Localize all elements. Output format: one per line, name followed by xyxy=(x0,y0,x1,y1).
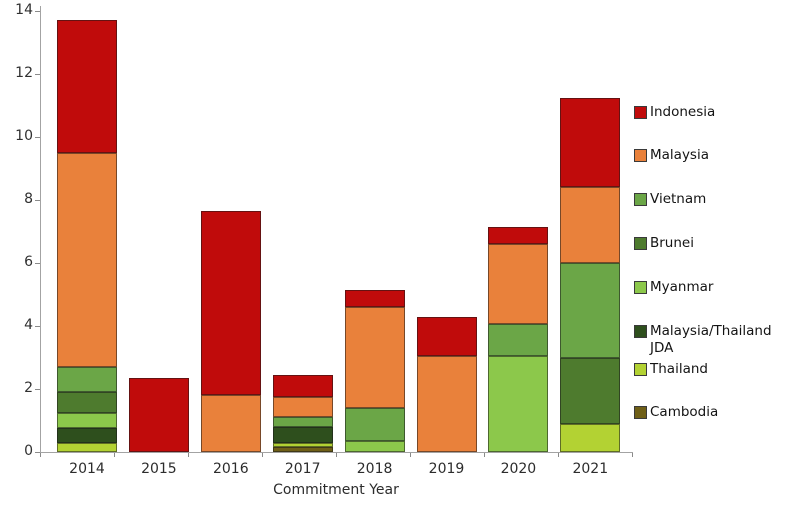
x-axis-tick xyxy=(484,453,485,457)
legend-item-malaysia: Malaysia xyxy=(634,147,800,164)
x-axis-category-label: 2017 xyxy=(284,461,321,477)
y-axis-tick xyxy=(35,200,40,201)
bar-segment-malaysia xyxy=(416,355,477,452)
x-axis-title: Commitment Year xyxy=(273,482,399,498)
legend-label: Vietnam xyxy=(650,191,707,207)
legend-label: Malaysia/Thailand JDA xyxy=(650,323,772,356)
bar-segment-malaysia xyxy=(272,396,333,418)
bar-segment-thailand xyxy=(272,442,333,448)
legend-label: Thailand xyxy=(650,361,708,377)
bar-segment-malaysia xyxy=(57,152,117,367)
bar-segment-indonesia xyxy=(488,226,549,245)
y-axis-line xyxy=(40,6,41,453)
bar-segment-thailand xyxy=(560,423,621,452)
bar-segment-vietnam xyxy=(488,324,549,356)
x-axis-tick xyxy=(262,453,263,457)
legend-item-malaysia-thailand-jda: Malaysia/Thailand JDA xyxy=(634,323,800,357)
legend-swatch-vietnam xyxy=(634,193,647,206)
y-axis-tick-label: 4 xyxy=(24,317,33,333)
legend-label: Myanmar xyxy=(650,279,714,295)
x-axis-category-label: 2014 xyxy=(69,461,105,477)
bar-segment-malaysia xyxy=(344,307,405,408)
legend-swatch-cambodia xyxy=(634,406,647,419)
legend-item-brunei: Brunei xyxy=(634,235,800,252)
legend-label: Brunei xyxy=(650,235,694,251)
legend-item-thailand: Thailand xyxy=(634,361,800,378)
bar-segment-malaysia-thailand-jda xyxy=(57,428,117,443)
x-axis-category-label: 2016 xyxy=(212,461,249,477)
y-axis-tick-label: 2 xyxy=(24,380,33,396)
y-axis-tick xyxy=(35,11,40,12)
legend-swatch-malaysia xyxy=(634,149,647,162)
y-axis-tick xyxy=(35,326,40,327)
bar-segment-malaysia xyxy=(560,187,621,263)
bar-segment-indonesia xyxy=(128,377,189,452)
x-axis-category-label: 2018 xyxy=(356,461,393,477)
y-axis-tick xyxy=(35,263,40,264)
bar-segment-myanmar xyxy=(344,440,405,452)
x-axis-tick xyxy=(336,453,337,457)
y-axis-tick xyxy=(35,389,40,390)
x-axis-tick xyxy=(558,453,559,457)
bar-segment-malaysia xyxy=(200,395,261,452)
x-axis-tick xyxy=(114,453,115,457)
legend-item-vietnam: Vietnam xyxy=(634,191,800,208)
legend-item-indonesia: Indonesia xyxy=(634,104,800,121)
legend-item-myanmar: Myanmar xyxy=(634,279,800,296)
bar-segment-indonesia xyxy=(200,211,261,396)
x-axis-tick xyxy=(40,453,41,457)
y-axis-tick-label: 14 xyxy=(15,2,33,18)
legend-swatch-malaysia-thailand-jda xyxy=(634,325,647,338)
y-axis-tick xyxy=(35,137,40,138)
legend-label: Malaysia xyxy=(650,147,709,163)
bar-segment-cambodia xyxy=(272,447,333,452)
bar-segment-myanmar xyxy=(488,355,549,452)
y-axis-tick-label: 10 xyxy=(15,128,33,144)
bar-segment-indonesia xyxy=(560,97,621,188)
bar-segment-brunei xyxy=(560,357,621,424)
bar-segment-malaysia xyxy=(488,244,549,325)
legend-swatch-myanmar xyxy=(634,281,647,294)
bar-segment-thailand xyxy=(57,442,117,452)
y-axis-tick-label: 12 xyxy=(15,65,33,81)
bar-segment-myanmar xyxy=(57,412,117,429)
y-axis-tick-label: 0 xyxy=(24,443,33,459)
y-axis-tick xyxy=(35,452,40,453)
legend-swatch-indonesia xyxy=(634,106,647,119)
x-axis-category-label: 2019 xyxy=(428,461,465,477)
bar-segment-malaysia-thailand-jda xyxy=(272,426,333,443)
y-axis-tick-label: 8 xyxy=(24,191,33,207)
legend-swatch-thailand xyxy=(634,363,647,376)
x-axis-category-label: 2015 xyxy=(141,461,177,477)
bar-segment-vietnam xyxy=(344,407,405,441)
x-axis-tick xyxy=(410,453,411,457)
bar-segment-vietnam xyxy=(272,417,333,427)
x-axis-tick xyxy=(188,453,189,457)
legend-label: Indonesia xyxy=(650,104,716,120)
x-axis-category-label: 2020 xyxy=(500,461,537,477)
x-axis-category-label: 2021 xyxy=(572,461,609,477)
bar-segment-indonesia xyxy=(344,289,405,308)
bar-segment-indonesia xyxy=(416,316,477,356)
legend-item-cambodia: Cambodia xyxy=(634,404,800,421)
bar-segment-brunei xyxy=(57,392,117,413)
bar-segment-indonesia xyxy=(272,374,333,397)
legend-swatch-brunei xyxy=(634,237,647,250)
x-axis-tick xyxy=(632,453,633,457)
y-axis-tick-label: 6 xyxy=(24,254,33,270)
legend-label: Cambodia xyxy=(650,404,719,420)
bar-segment-vietnam xyxy=(560,263,621,358)
bar-segment-vietnam xyxy=(57,366,117,393)
y-axis-tick xyxy=(35,74,40,75)
x-axis-line xyxy=(37,452,633,453)
bar-segment-indonesia xyxy=(57,20,117,153)
